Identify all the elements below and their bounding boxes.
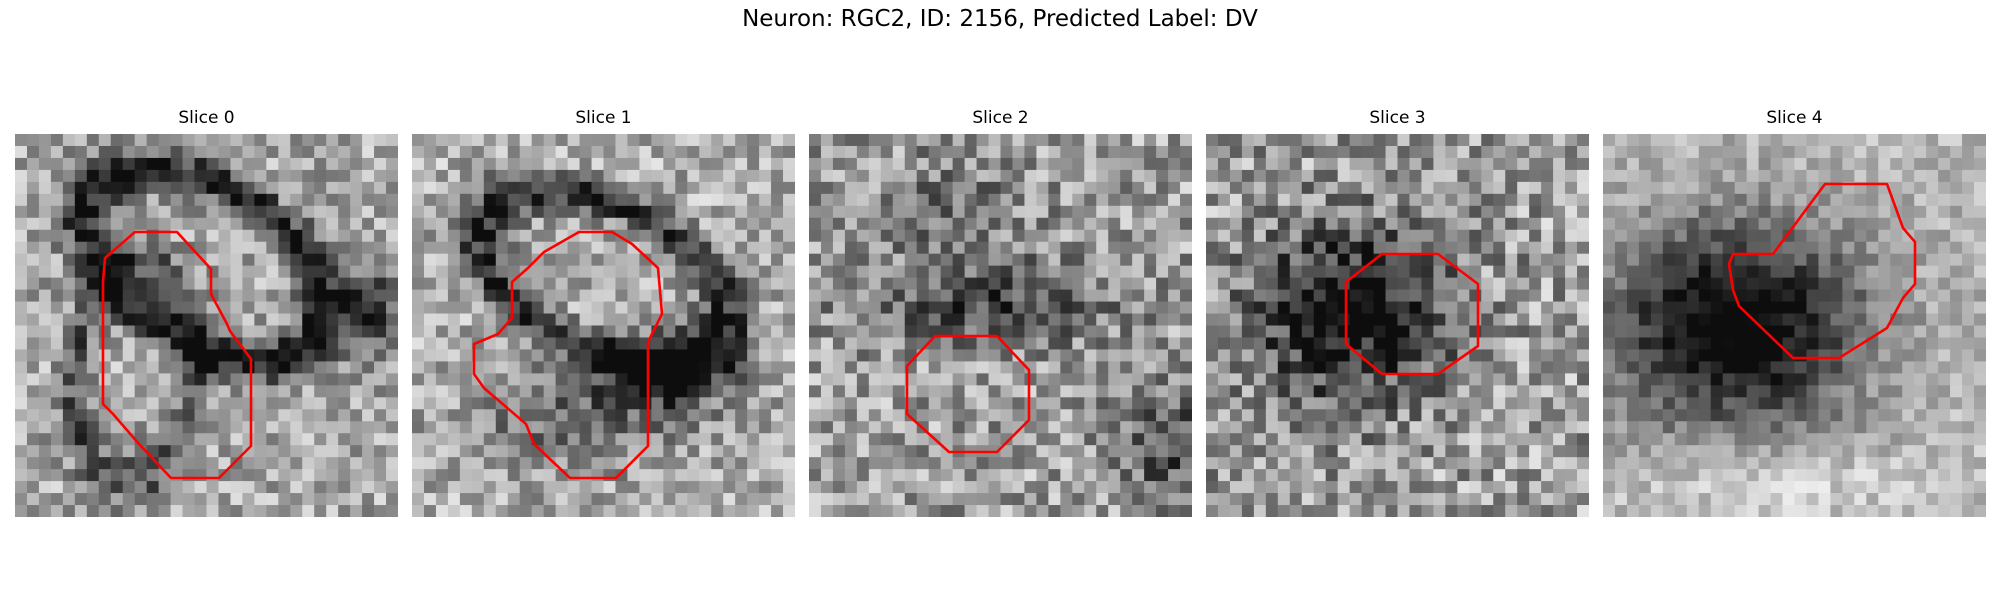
slice-title: Slice 0 bbox=[178, 108, 235, 128]
microscopy-image bbox=[809, 134, 1192, 517]
roi-outline bbox=[101, 230, 253, 480]
slice-image bbox=[412, 134, 795, 517]
figure-title: Neuron: RGC2, ID: 2156, Predicted Label:… bbox=[742, 6, 1258, 32]
slice-image bbox=[15, 134, 398, 517]
roi-outline bbox=[472, 230, 664, 480]
microscopy-image bbox=[412, 134, 795, 517]
slice-image bbox=[809, 134, 1192, 517]
roi-outline bbox=[1727, 182, 1917, 360]
slice-title: Slice 3 bbox=[1369, 108, 1426, 128]
slice-image bbox=[1603, 134, 1986, 517]
microscopy-image bbox=[1603, 134, 1986, 517]
microscopy-image bbox=[1206, 134, 1589, 517]
roi-outline bbox=[905, 334, 1031, 454]
slice-title: Slice 4 bbox=[1766, 108, 1823, 128]
slice-title: Slice 2 bbox=[972, 108, 1029, 128]
slice-image bbox=[1206, 134, 1589, 517]
microscopy-image bbox=[15, 134, 398, 517]
roi-outline bbox=[1344, 252, 1480, 376]
slice-title: Slice 1 bbox=[575, 108, 632, 128]
